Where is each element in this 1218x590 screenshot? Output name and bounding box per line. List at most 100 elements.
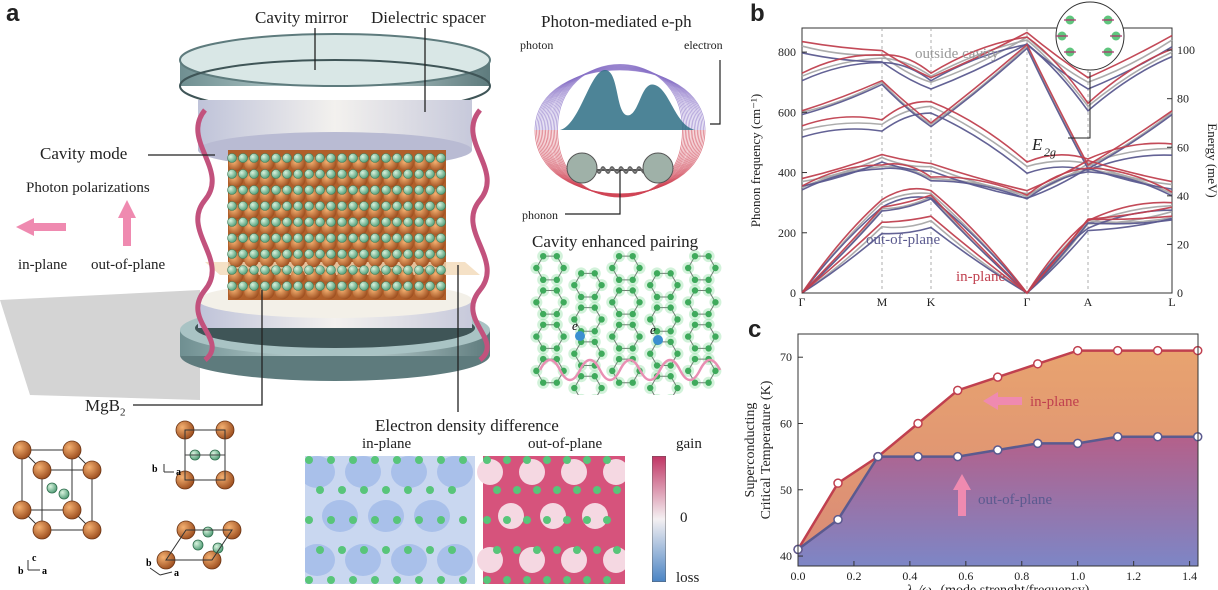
b-atom	[684, 264, 692, 272]
b-atom	[403, 169, 413, 179]
x-axis-label-part: /ω	[917, 583, 932, 590]
b-atom	[553, 379, 561, 386]
b-atom	[227, 201, 237, 211]
b-atom	[591, 338, 598, 346]
b-atom	[238, 249, 248, 259]
out-of-plane-point	[913, 451, 923, 462]
b-atom	[381, 217, 391, 227]
x-tick-label: 0.6	[958, 569, 973, 583]
b-atom	[667, 373, 674, 380]
edd-atom	[338, 486, 346, 494]
b-atom	[414, 249, 424, 259]
b-atom	[370, 265, 380, 275]
panel-a-letter: a	[6, 0, 20, 27]
b-atom	[227, 153, 237, 163]
b-atom	[304, 185, 314, 195]
b-atom	[636, 333, 643, 340]
axis-a-label-3: a	[174, 568, 179, 579]
b-atom	[403, 217, 413, 227]
electron-label: electron	[684, 38, 723, 52]
b-atom	[553, 355, 561, 363]
cavity-mirror-label: Cavity mirror	[255, 8, 349, 27]
annotation-out-of-plane: out-of-plane	[866, 232, 940, 248]
phonon-atom-right	[642, 152, 674, 184]
b-atom	[370, 185, 380, 195]
b-atom	[425, 249, 435, 259]
y-tick-label: 600	[778, 105, 796, 119]
y-tick-label: 70	[780, 350, 792, 364]
edd-gain-hole	[498, 503, 524, 529]
b-atom	[705, 287, 712, 294]
colorbar-loss: loss	[676, 570, 700, 586]
b-atom	[560, 333, 567, 340]
b-atom	[282, 201, 292, 211]
mg-atom	[32, 520, 52, 540]
b-atom	[359, 201, 369, 211]
b-atom	[414, 217, 424, 227]
band-in-plane	[801, 100, 1173, 163]
edd-atom	[543, 456, 551, 464]
b-atom	[260, 169, 270, 179]
edd-gain-hole	[519, 547, 545, 573]
b-atom	[615, 252, 623, 260]
b-atom	[326, 249, 336, 259]
b-atom	[271, 217, 281, 227]
b-atom	[436, 217, 446, 227]
in-plane-series-label: in-plane	[1030, 394, 1079, 410]
b-atom	[539, 310, 547, 318]
edd-loss-region	[391, 456, 427, 488]
x-tick-label: 1.4	[1182, 569, 1197, 583]
b-atom	[425, 217, 435, 227]
b-atom	[282, 233, 292, 243]
b-atom	[539, 345, 547, 352]
edd-loss-region	[437, 456, 473, 488]
edd-atom	[573, 486, 581, 494]
in-plane-arrow	[983, 392, 1022, 410]
unit-cells: c b a b a b a	[12, 420, 242, 579]
edd-atom	[448, 486, 456, 494]
band-out-of-plane	[801, 196, 1173, 295]
edd-gain-hole	[561, 547, 587, 573]
edd-gain-hole	[519, 459, 545, 485]
y-tick-label: 50	[780, 483, 792, 497]
edd-atom	[503, 576, 511, 584]
photon-polarizations-label: Photon polarizations	[26, 180, 150, 196]
b-atom	[705, 310, 712, 318]
b-atom	[414, 233, 424, 243]
b-atom	[403, 265, 413, 275]
electron-left	[575, 331, 585, 341]
b-atom	[249, 233, 259, 243]
b-atom	[560, 264, 567, 272]
edd-atom	[563, 456, 571, 464]
b-atom	[260, 281, 270, 291]
b-atom	[326, 233, 336, 243]
band-in-plane	[801, 36, 1173, 105]
b-atom	[425, 201, 435, 211]
b-atom	[271, 281, 281, 291]
phonon-dispersion-chart: 0 200 400 600 800 0 20 40 60 80 100 Γ M K Γ A L Phonon fr…	[748, 1, 1218, 309]
b-atom	[591, 270, 598, 277]
b-atom	[615, 276, 623, 284]
unit-cell-side	[184, 429, 226, 481]
b-atom	[238, 217, 248, 227]
b-atom	[591, 304, 598, 311]
b-atom	[560, 299, 567, 306]
b-atom	[337, 169, 347, 179]
axis-b-label-2: b	[152, 464, 158, 475]
b-atom	[227, 217, 237, 227]
edd-atom	[513, 486, 521, 494]
out-of-plane-area	[798, 436, 1198, 566]
b-atom	[348, 169, 358, 179]
b-atom	[348, 249, 358, 259]
edd-atom	[459, 576, 467, 584]
b-atom	[293, 249, 303, 259]
b-atom	[553, 310, 561, 318]
b-atom	[326, 217, 336, 227]
b-atom	[304, 281, 314, 291]
b-atom	[577, 304, 585, 311]
edd-loss-region	[414, 500, 450, 532]
edd-atom	[543, 516, 551, 524]
b-atom	[249, 201, 259, 211]
x-tick-label: L	[1168, 295, 1175, 309]
b-atom	[392, 281, 402, 291]
